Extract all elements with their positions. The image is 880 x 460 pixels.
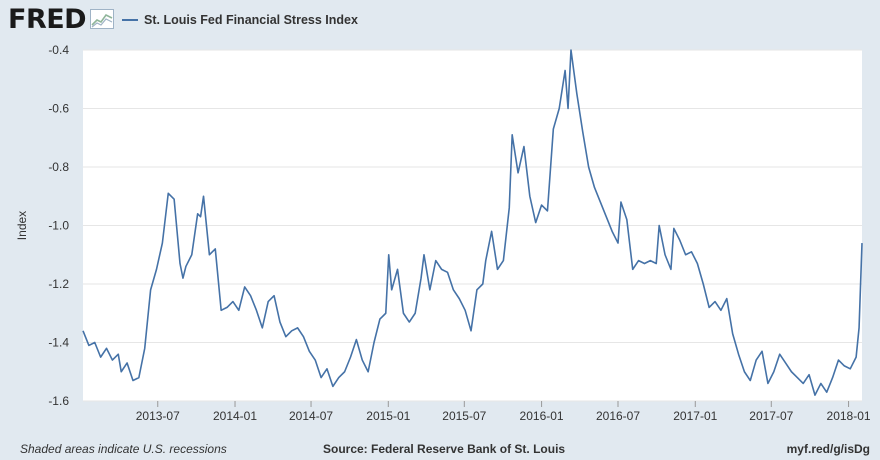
y-tick-label: -0.6: [48, 102, 69, 116]
series-line[interactable]: [82, 49, 863, 396]
x-tick-label: 2018-01: [827, 409, 871, 423]
chart-header: FRED St. Louis Fed Financial Stress Inde…: [0, 0, 880, 42]
y-tick-label: -1.4: [48, 336, 69, 350]
x-tick-label: 2014-01: [213, 409, 257, 423]
y-tick-label: -0.4: [48, 43, 69, 57]
x-tick-label: 2016-01: [520, 409, 564, 423]
y-axis-title: Index: [15, 211, 29, 240]
x-tick-label: 2015-07: [442, 409, 486, 423]
x-tick-label: 2017-01: [673, 409, 717, 423]
x-tick-label: 2013-07: [136, 409, 180, 423]
short-url-link[interactable]: myf.red/g/isDg: [786, 442, 870, 456]
x-tick-label: 2015-01: [366, 409, 410, 423]
y-tick-label: -1.6: [48, 394, 69, 408]
y-tick-label: -1.2: [48, 277, 69, 291]
legend-label: St. Louis Fed Financial Stress Index: [144, 13, 358, 27]
source-text: Source: Federal Reserve Bank of St. Loui…: [323, 442, 566, 456]
chart-legend: St. Louis Fed Financial Stress Index: [122, 11, 358, 29]
legend-swatch: [122, 19, 138, 21]
x-axis-ticks: 2013-07 2014-01 2014-07 2015-01 2015-07 2016-…: [136, 401, 871, 423]
y-tick-label: -0.8: [48, 160, 69, 174]
x-tick-label: 2017-07: [749, 409, 793, 423]
recession-note: Shaded areas indicate U.S. recessions: [20, 442, 227, 456]
x-tick-label: 2016-07: [596, 409, 640, 423]
y-axis-ticks: -0.4 -0.6 -0.8 -1.0 -1.2 -1.4 -1.6: [48, 43, 69, 408]
grid-lines: [83, 49, 862, 402]
x-tick-label: 2014-07: [289, 409, 333, 423]
y-tick-label: -1.0: [48, 219, 69, 233]
fred-logo[interactable]: FRED: [8, 4, 87, 35]
fred-graph-icon: [90, 9, 114, 29]
